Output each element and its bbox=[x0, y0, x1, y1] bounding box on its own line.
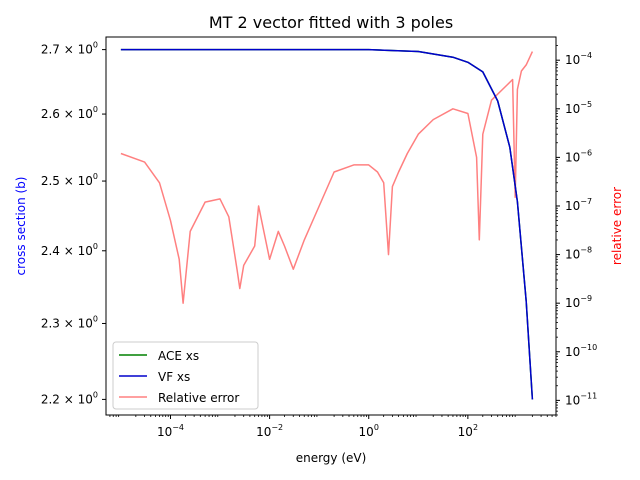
y-axis-label: cross section (b) bbox=[14, 177, 28, 276]
legend: ACE xs VF xs Relative error bbox=[112, 341, 259, 410]
y-tick-label: 2.7 × 100 bbox=[41, 41, 98, 57]
y-tick-label: 2.3 × 100 bbox=[41, 314, 98, 330]
y-tick-label: 2.5 × 100 bbox=[41, 172, 98, 188]
y2-tick-label: 10−5 bbox=[565, 100, 592, 116]
x-axis-ticks: 10−4 10−2 100 102 bbox=[109, 415, 557, 439]
legend-label-relative-error: Relative error bbox=[158, 391, 239, 405]
y-tick-label: 2.4 × 100 bbox=[41, 242, 98, 258]
y2-axis-ticks: 10−11 10−10 10−9 10−8 10−7 10−6 10−5 10−4 bbox=[556, 45, 597, 416]
y2-tick-label: 10−10 bbox=[565, 343, 597, 359]
x-tick-label: 100 bbox=[359, 423, 379, 439]
chart-title: MT 2 vector fitted with 3 poles bbox=[209, 13, 453, 32]
y2-tick-label: 10−8 bbox=[565, 246, 592, 262]
y-axis-ticks: 2.2 × 100 2.3 × 100 2.4 × 100 2.5 × 100 2.6 … bbox=[41, 41, 106, 406]
legend-label-ace-xs: ACE xs bbox=[158, 349, 199, 363]
y-tick-label: 2.2 × 100 bbox=[41, 390, 98, 406]
plot-frame bbox=[105, 36, 557, 416]
y2-tick-label: 10−6 bbox=[565, 148, 592, 164]
legend-label-vf-xs: VF xs bbox=[158, 370, 190, 384]
legend-box bbox=[112, 341, 259, 410]
y2-tick-label: 10−7 bbox=[565, 197, 592, 213]
x-tick-label: 10−4 bbox=[157, 423, 184, 439]
x-tick-label: 10−2 bbox=[256, 423, 283, 439]
x-tick-label: 102 bbox=[458, 423, 478, 439]
y-tick-label: 2.6 × 100 bbox=[41, 105, 98, 121]
x-axis-label: energy (eV) bbox=[296, 451, 367, 465]
series-line-vf-xs bbox=[120, 48, 534, 400]
y2-tick-label: 10−4 bbox=[565, 51, 592, 67]
series-line-relative-error bbox=[120, 51, 534, 304]
y2-tick-label: 10−11 bbox=[565, 391, 597, 407]
plot-data-layer bbox=[120, 48, 534, 400]
y2-axis-label: relative error bbox=[610, 187, 624, 265]
y2-tick-label: 10−9 bbox=[565, 294, 592, 310]
